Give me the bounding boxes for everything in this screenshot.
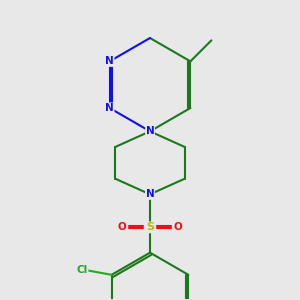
Text: O: O	[118, 222, 126, 232]
Text: O: O	[174, 222, 182, 232]
Text: N: N	[146, 126, 154, 136]
Text: N: N	[105, 103, 114, 113]
Text: Cl: Cl	[76, 265, 88, 275]
Text: N: N	[146, 189, 154, 199]
Text: N: N	[105, 56, 114, 66]
Text: S: S	[146, 222, 154, 232]
